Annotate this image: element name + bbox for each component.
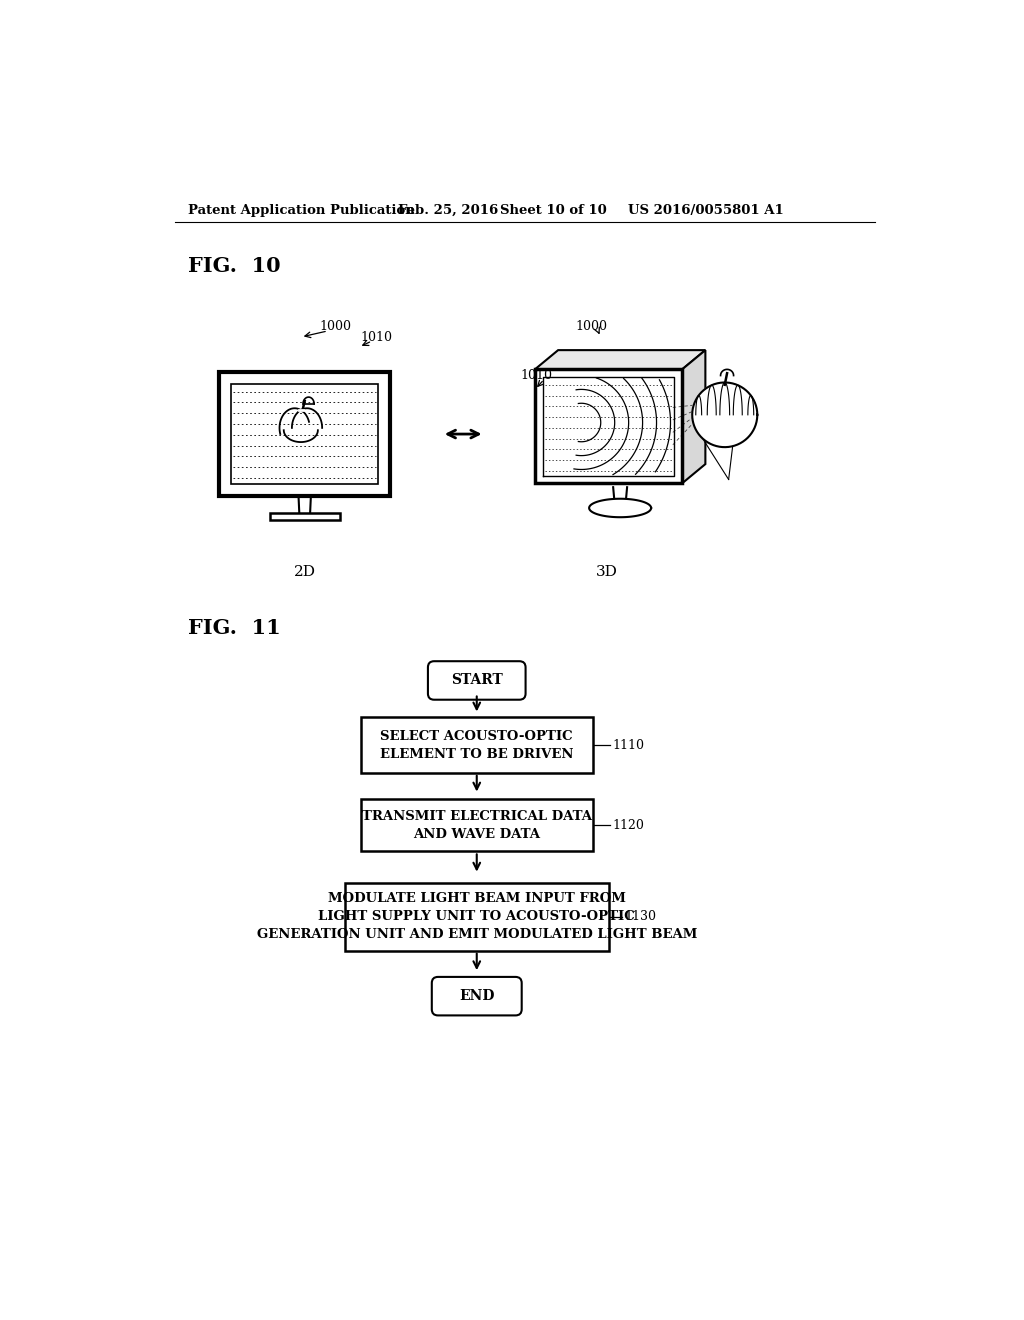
Text: 2D: 2D xyxy=(294,565,315,579)
FancyBboxPatch shape xyxy=(360,799,593,851)
FancyBboxPatch shape xyxy=(231,384,378,484)
Text: START: START xyxy=(451,673,503,688)
Polygon shape xyxy=(535,370,682,483)
Text: FIG.  11: FIG. 11 xyxy=(188,618,282,638)
Polygon shape xyxy=(535,350,706,370)
Polygon shape xyxy=(682,350,706,483)
Text: 1130: 1130 xyxy=(625,911,656,924)
Text: 1010: 1010 xyxy=(360,330,392,343)
FancyBboxPatch shape xyxy=(345,883,608,950)
Text: 3D: 3D xyxy=(596,565,617,579)
Polygon shape xyxy=(692,383,758,447)
FancyBboxPatch shape xyxy=(219,372,390,496)
Text: MODULATE LIGHT BEAM INPUT FROM
LIGHT SUPPLY UNIT TO ACOUSTO-OPTIC
GENERATION UNI: MODULATE LIGHT BEAM INPUT FROM LIGHT SUP… xyxy=(257,892,697,941)
FancyBboxPatch shape xyxy=(428,661,525,700)
FancyBboxPatch shape xyxy=(432,977,521,1015)
Polygon shape xyxy=(589,499,651,517)
Text: 1000: 1000 xyxy=(319,319,351,333)
Text: 1110: 1110 xyxy=(612,739,644,751)
Text: SELECT ACOUSTO-OPTIC
ELEMENT TO BE DRIVEN: SELECT ACOUSTO-OPTIC ELEMENT TO BE DRIVE… xyxy=(380,730,573,760)
Text: TRANSMIT ELECTRICAL DATA
AND WAVE DATA: TRANSMIT ELECTRICAL DATA AND WAVE DATA xyxy=(361,809,592,841)
FancyBboxPatch shape xyxy=(360,718,593,774)
Text: END: END xyxy=(459,989,495,1003)
Text: Feb. 25, 2016: Feb. 25, 2016 xyxy=(397,205,498,218)
Text: 1010: 1010 xyxy=(520,370,552,381)
Text: Sheet 10 of 10: Sheet 10 of 10 xyxy=(500,205,607,218)
Text: Patent Application Publication: Patent Application Publication xyxy=(188,205,415,218)
Text: FIG.  10: FIG. 10 xyxy=(188,256,281,276)
Text: 1120: 1120 xyxy=(612,818,644,832)
Text: 1000: 1000 xyxy=(575,319,607,333)
Text: US 2016/0055801 A1: US 2016/0055801 A1 xyxy=(628,205,783,218)
FancyBboxPatch shape xyxy=(270,512,340,520)
